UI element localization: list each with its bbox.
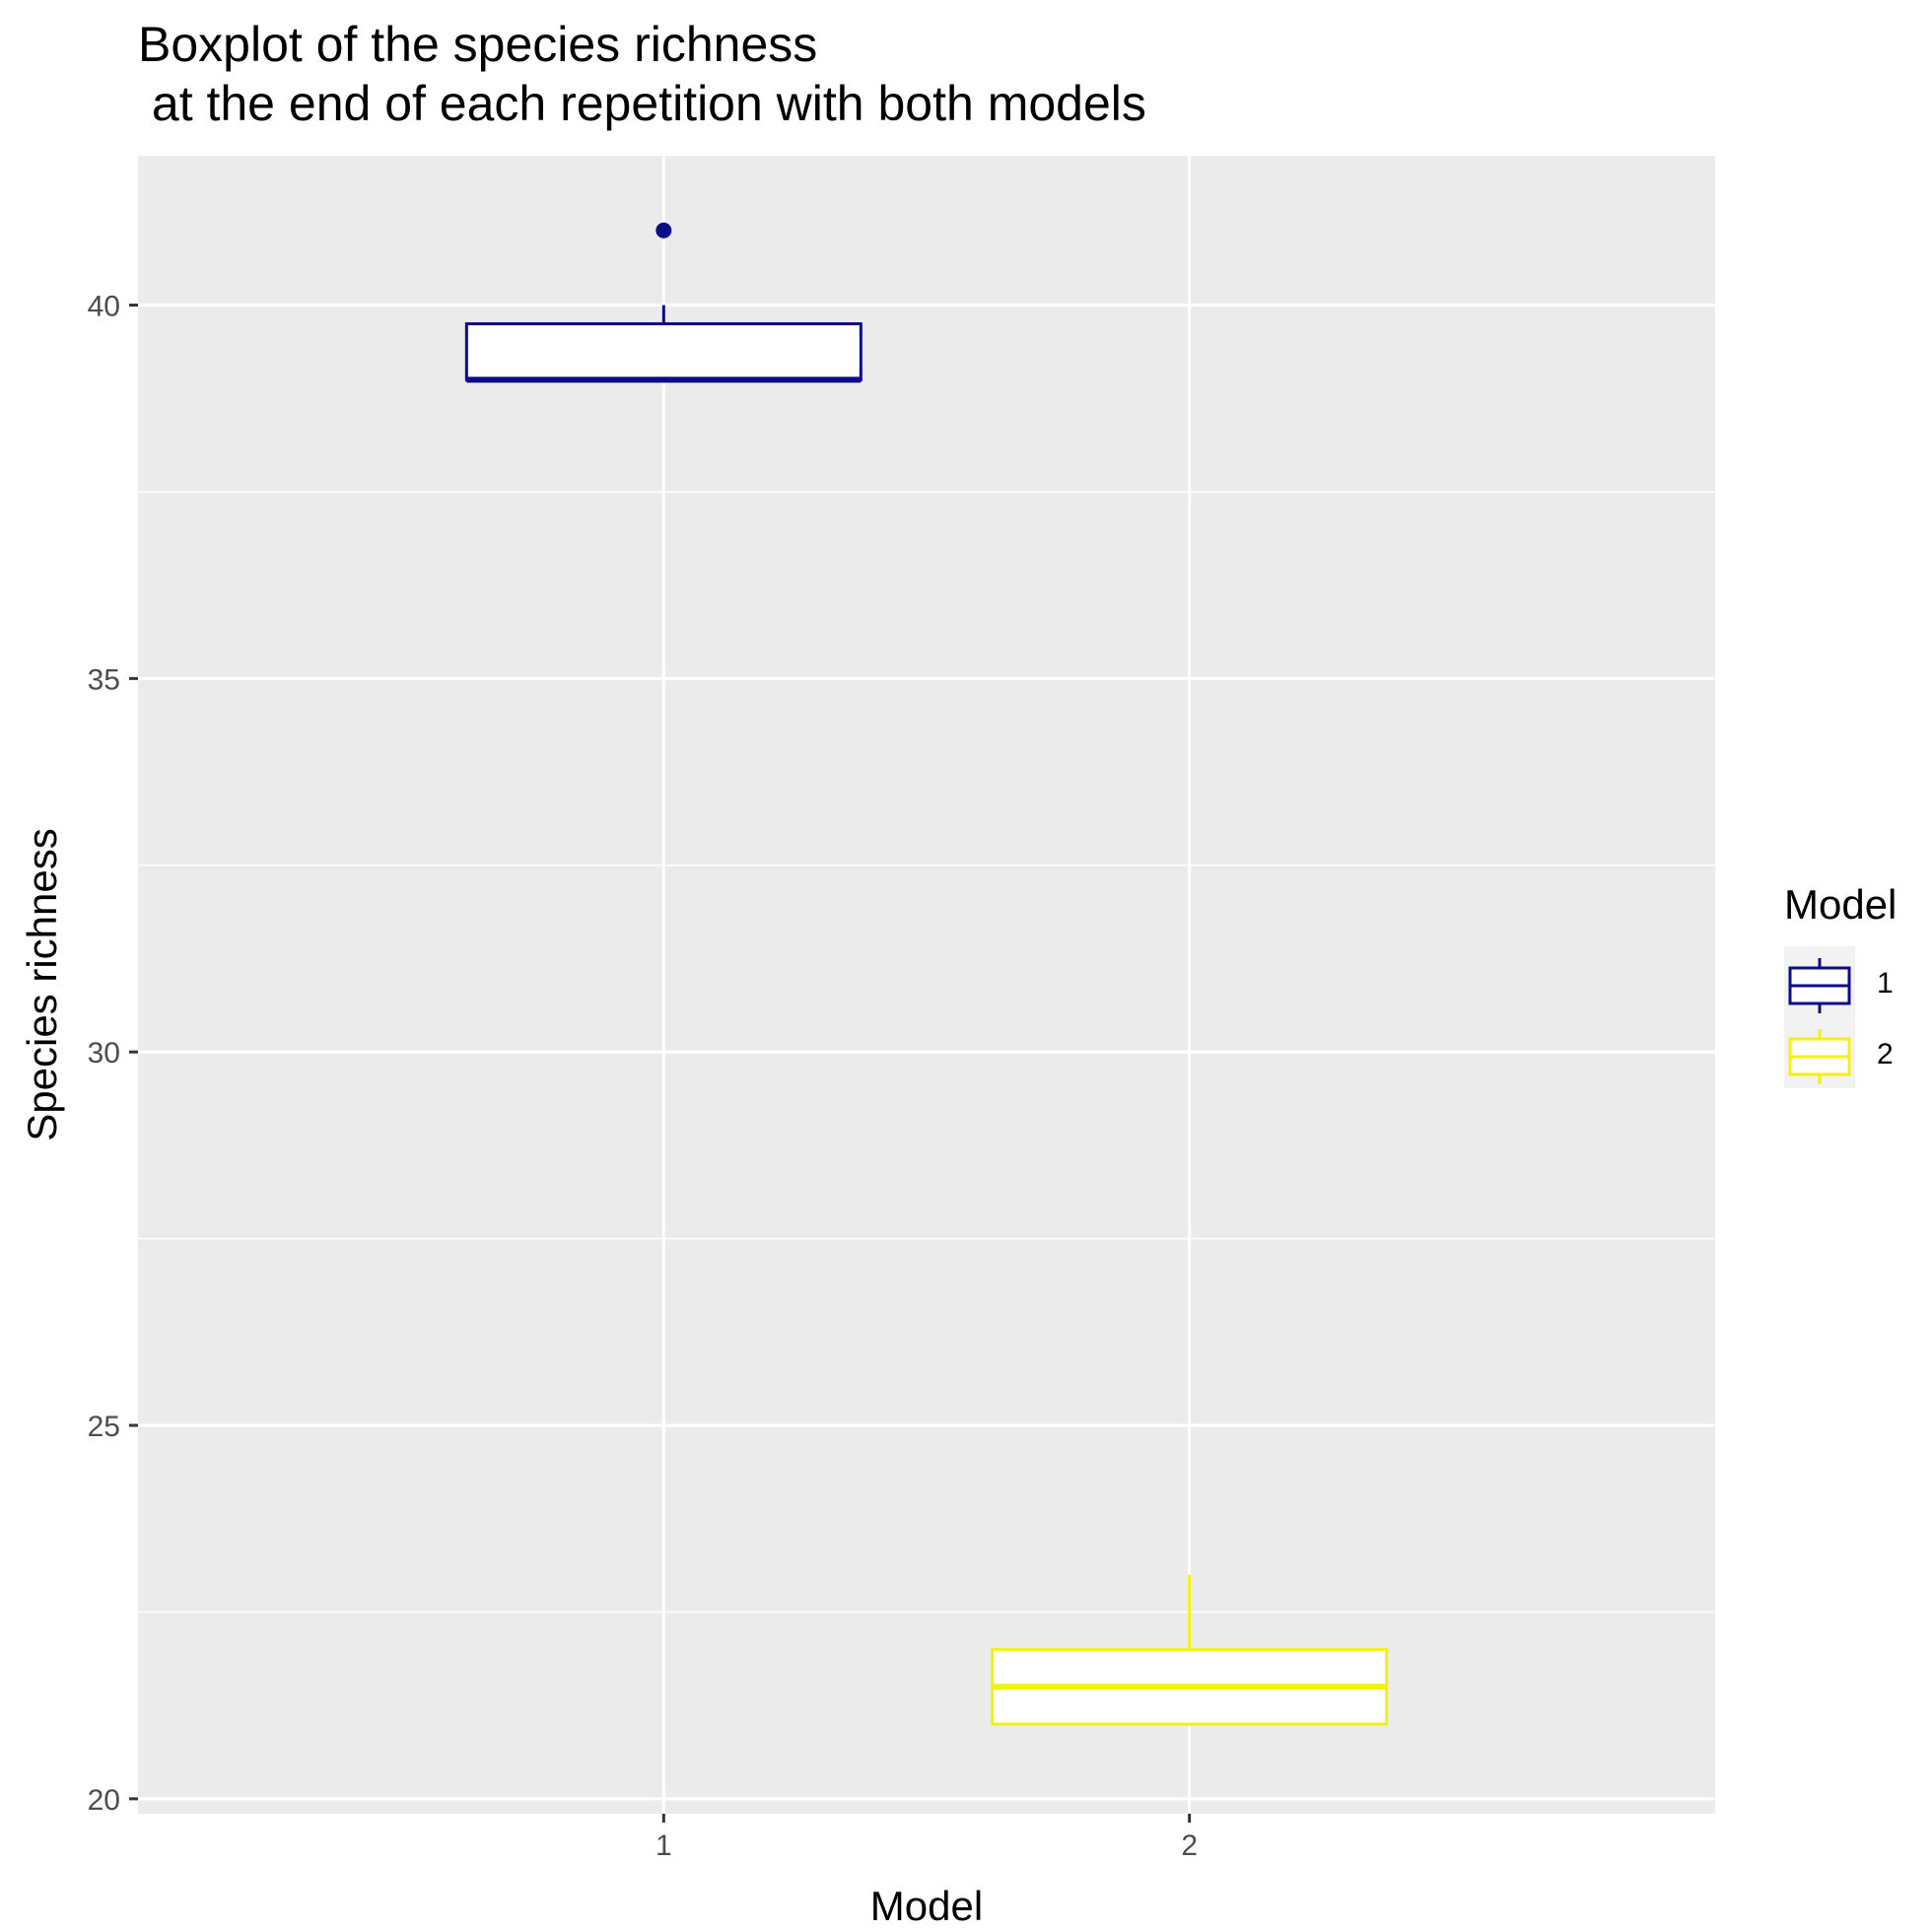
legend-entry-2: 2 — [1788, 1029, 1894, 1084]
legend-label: 1 — [1877, 967, 1894, 1000]
outlier-point — [656, 222, 672, 239]
chart-title: Boxplot of the species richness at the e… — [138, 17, 1146, 131]
y-tick-label: 25 — [88, 1411, 120, 1443]
box-model-1 — [464, 222, 862, 383]
y-tick-label: 35 — [88, 663, 120, 696]
y-tick-label: 20 — [88, 1784, 120, 1817]
x-axis-title: Model — [870, 1883, 983, 1929]
chart-title-line-1: Boxplot of the species richness — [138, 17, 817, 72]
x-tick-label: 1 — [656, 1829, 672, 1862]
y-axis-title: Species richness — [19, 828, 65, 1140]
y-tick-label: 30 — [88, 1037, 120, 1070]
box-model-2 — [991, 1574, 1389, 1726]
legend-label: 2 — [1877, 1038, 1894, 1070]
legend-title: Model — [1784, 881, 1897, 928]
box-series — [464, 222, 1389, 1726]
plot-panel — [138, 156, 1715, 1814]
box-iqr — [464, 321, 862, 381]
legend-entry-1: 1 — [1788, 958, 1894, 1013]
legend: Model 1 2 — [1784, 881, 1897, 1088]
y-axis: 20 25 30 35 40 — [88, 291, 138, 1817]
chart-title-line-2: at the end of each repetition with both … — [138, 76, 1146, 131]
x-tick-label: 2 — [1181, 1829, 1198, 1862]
gridlines — [138, 156, 1715, 1814]
y-tick-label: 40 — [88, 291, 120, 323]
